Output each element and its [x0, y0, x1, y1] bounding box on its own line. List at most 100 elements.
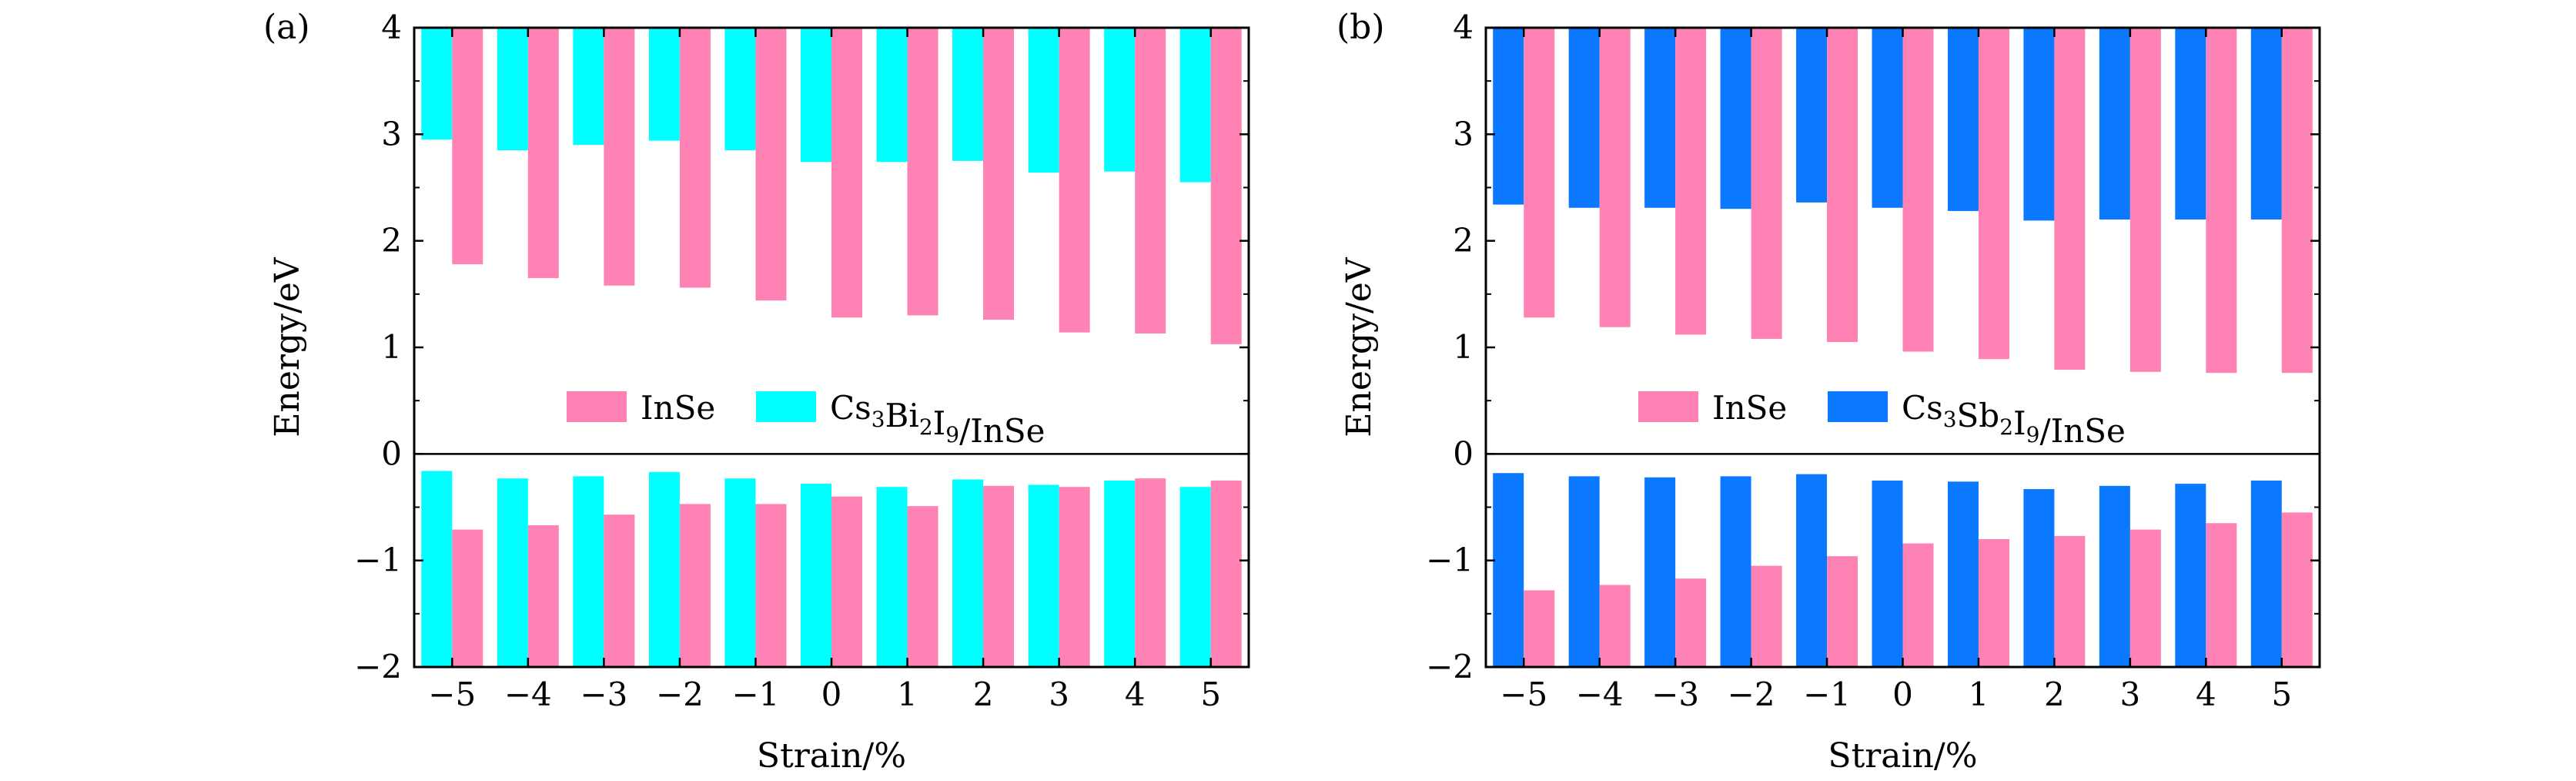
- bar-vbm-inse: [1827, 556, 1858, 667]
- bar-cbm-composite: [801, 28, 831, 163]
- bar-vbm-composite: [497, 478, 528, 667]
- bar-cbm-inse: [527, 28, 559, 279]
- bar-vbm-composite: [2099, 485, 2130, 667]
- x-tick-label: 3: [1049, 675, 1069, 713]
- bar-cbm-inse: [1675, 28, 1707, 335]
- bar-cbm-composite: [1872, 28, 1903, 208]
- bar-vbm-inse: [2129, 529, 2161, 667]
- bar-cbm-inse: [1599, 28, 1631, 327]
- bar-cbm-composite: [1796, 28, 1828, 203]
- legend-label-part: 9: [945, 422, 959, 447]
- y-tick-label: 0: [381, 434, 402, 472]
- legend-label: Cs3Bi2I9/InSe: [830, 389, 1045, 450]
- x-tick-label: −3: [580, 675, 627, 713]
- y-tick-label: 2: [1453, 222, 1474, 260]
- panel-label: (a): [263, 8, 310, 47]
- legend-label: Cs3Sb2I9/InSe: [1902, 389, 2126, 450]
- legend-swatch: [1638, 391, 1698, 422]
- bar-vbm-composite: [876, 487, 908, 667]
- bar-vbm-inse: [2281, 512, 2313, 667]
- bar-cbm-inse: [2054, 28, 2086, 370]
- bar-cbm-inse: [983, 28, 1015, 320]
- x-tick-label: −4: [504, 675, 552, 713]
- x-tick-label: −1: [731, 675, 779, 713]
- bar-vbm-inse: [1751, 565, 1782, 667]
- y-tick-label: −2: [354, 648, 402, 685]
- x-tick-label: 1: [1969, 675, 1989, 713]
- bar-cbm-composite: [648, 28, 680, 141]
- legend-label-part: 3: [871, 407, 885, 432]
- bar-vbm-composite: [1796, 474, 1828, 667]
- bar-cbm-composite: [1644, 28, 1676, 208]
- bar-vbm-inse: [2206, 523, 2237, 667]
- x-tick-label: −5: [1500, 675, 1547, 713]
- legend-label-part: /InSe: [959, 412, 1045, 450]
- legend-swatch: [1828, 391, 1888, 422]
- x-tick-label: −1: [1803, 675, 1851, 713]
- bar-vbm-inse: [452, 529, 483, 667]
- bar-cbm-composite: [421, 28, 453, 140]
- bar-cbm-inse: [1524, 28, 1555, 318]
- y-axis-title: Energy/eV: [268, 256, 307, 437]
- bar-vbm-composite: [1179, 487, 1211, 667]
- x-tick-label: 1: [897, 675, 918, 713]
- bar-cbm-composite: [1493, 28, 1524, 205]
- bar-cbm-inse: [452, 28, 483, 265]
- y-tick-label: 2: [381, 222, 402, 260]
- bar-cbm-inse: [1059, 28, 1090, 333]
- bar-cbm-inse: [1902, 28, 1934, 352]
- legend-label-part: I: [933, 404, 946, 442]
- chart-panel-1: 4 3 2 1 0 −1 −2 −5 −4 −3 −2 −1 0 1 2 3 4 5 Strain/% Energy/…: [1337, 8, 2321, 776]
- bar-vbm-inse: [1978, 539, 2009, 667]
- legend-label: InSe: [1712, 389, 1787, 427]
- x-tick-label: 2: [973, 675, 994, 713]
- bar-cbm-composite: [2099, 28, 2130, 220]
- bar-cbm-composite: [724, 28, 756, 151]
- y-tick-label: 3: [1453, 115, 1474, 153]
- y-tick-label: −1: [354, 541, 402, 579]
- bar-cbm-composite: [2023, 28, 2055, 221]
- bar-cbm-composite: [573, 28, 604, 146]
- bar-vbm-composite: [648, 471, 680, 667]
- y-tick-label: −2: [1426, 648, 1474, 685]
- bar-cbm-inse: [831, 28, 862, 318]
- bar-vbm-composite: [1947, 481, 1979, 667]
- legend-label-part: 2: [919, 414, 933, 440]
- x-axis-title: Strain/%: [1828, 736, 1977, 776]
- x-tick-label: −4: [1576, 675, 1624, 713]
- bar-cbm-composite: [1568, 28, 1600, 208]
- bar-vbm-composite: [2175, 484, 2206, 667]
- x-axis-title: Strain/%: [757, 736, 906, 776]
- bar-vbm-inse: [755, 504, 787, 667]
- bar-vbm-inse: [1675, 578, 1707, 667]
- x-tick-label: 5: [1200, 675, 1221, 713]
- y-tick-label: 0: [1453, 434, 1474, 472]
- bar-vbm-inse: [1902, 543, 1934, 667]
- legend-label-part: Cs: [830, 389, 871, 427]
- x-tick-label: −5: [428, 675, 476, 713]
- bar-vbm-inse: [2054, 535, 2086, 667]
- y-tick-label: 4: [1453, 8, 1474, 46]
- bar-cbm-inse: [755, 28, 787, 301]
- legend-label-part: Bi: [885, 397, 919, 434]
- legend-label-part: /InSe: [2039, 412, 2125, 450]
- y-axis-title: Energy/eV: [1340, 256, 1379, 437]
- legend-label-part: 3: [1943, 407, 1957, 432]
- x-tick-label: −3: [1651, 675, 1699, 713]
- y-tick-label: −1: [1426, 541, 1474, 579]
- bar-vbm-composite: [801, 484, 831, 667]
- bar-cbm-inse: [1210, 28, 1242, 344]
- bar-cbm-composite: [1104, 28, 1136, 172]
- panel-label: (b): [1337, 8, 1385, 47]
- legend-label-part: InSe: [1712, 389, 1787, 427]
- bar-cbm-composite: [1947, 28, 1979, 211]
- bar-vbm-inse: [527, 525, 559, 667]
- bar-vbm-composite: [1028, 484, 1059, 667]
- legend-swatch: [756, 391, 816, 422]
- bar-cbm-composite: [2175, 28, 2206, 220]
- legend-label-part: 9: [2026, 422, 2040, 447]
- x-tick-label: 4: [1125, 675, 1146, 713]
- bar-vbm-composite: [1644, 477, 1676, 667]
- x-tick-label: 5: [2271, 675, 2292, 713]
